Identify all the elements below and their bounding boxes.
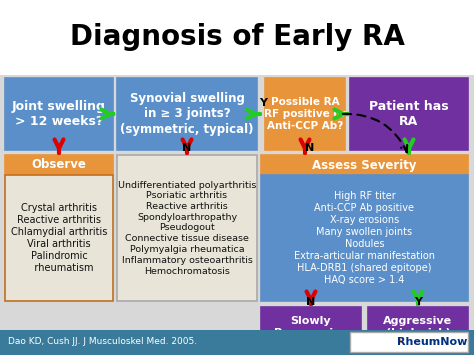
FancyBboxPatch shape	[0, 330, 474, 355]
FancyBboxPatch shape	[117, 78, 257, 150]
Text: RheumNow: RheumNow	[397, 337, 467, 347]
Text: N: N	[182, 143, 191, 153]
FancyBboxPatch shape	[0, 0, 474, 75]
Text: Synovial swelling
in ≥ 3 joints?
(symmetric, typical): Synovial swelling in ≥ 3 joints? (symmet…	[120, 92, 254, 136]
FancyBboxPatch shape	[5, 155, 113, 175]
Text: N: N	[305, 143, 314, 153]
Text: Y: Y	[259, 98, 267, 108]
Text: Undifferentiated polyarthritis
Psoriatic arthritis
Reactive arthritis
Spondyloar: Undifferentiated polyarthritis Psoriatic…	[118, 180, 256, 275]
FancyBboxPatch shape	[261, 307, 361, 347]
Text: Crystal arthritis
Reactive arthritis
Chlamydial arthritis
Viral arthritis
Palind: Crystal arthritis Reactive arthritis Chl…	[11, 203, 107, 273]
Text: Dao KD, Cush JJ. J Musculoskel Med. 2005.: Dao KD, Cush JJ. J Musculoskel Med. 2005…	[8, 338, 197, 346]
FancyBboxPatch shape	[5, 78, 113, 150]
FancyBboxPatch shape	[261, 155, 468, 175]
FancyBboxPatch shape	[350, 332, 468, 352]
Text: Aggressive
(high risk): Aggressive (high risk)	[383, 316, 453, 338]
FancyBboxPatch shape	[368, 307, 468, 347]
FancyBboxPatch shape	[350, 78, 468, 150]
FancyBboxPatch shape	[5, 175, 113, 301]
Text: High RF titer
Anti-CCP Ab positive
X-ray erosions
Many swollen joints
Nodules
Ex: High RF titer Anti-CCP Ab positive X-ray…	[294, 191, 435, 285]
Text: Y: Y	[414, 297, 422, 307]
Text: Observe: Observe	[32, 158, 86, 171]
Text: Assess Severity: Assess Severity	[312, 158, 417, 171]
Text: Joint swelling
> 12 weeks?: Joint swelling > 12 weeks?	[12, 100, 106, 128]
Text: Patient has
RA: Patient has RA	[369, 100, 449, 128]
FancyBboxPatch shape	[117, 155, 257, 301]
Text: N: N	[306, 297, 316, 307]
Text: Diagnosis of Early RA: Diagnosis of Early RA	[70, 23, 404, 51]
FancyBboxPatch shape	[0, 75, 474, 330]
Text: Possible RA
RF positive or
Anti-CCP Ab?: Possible RA RF positive or Anti-CCP Ab?	[264, 97, 346, 131]
FancyBboxPatch shape	[265, 78, 345, 150]
Text: ⚡: ⚡	[396, 337, 404, 347]
FancyBboxPatch shape	[261, 175, 468, 301]
Text: Slowly
Progressive: Slowly Progressive	[274, 316, 348, 338]
